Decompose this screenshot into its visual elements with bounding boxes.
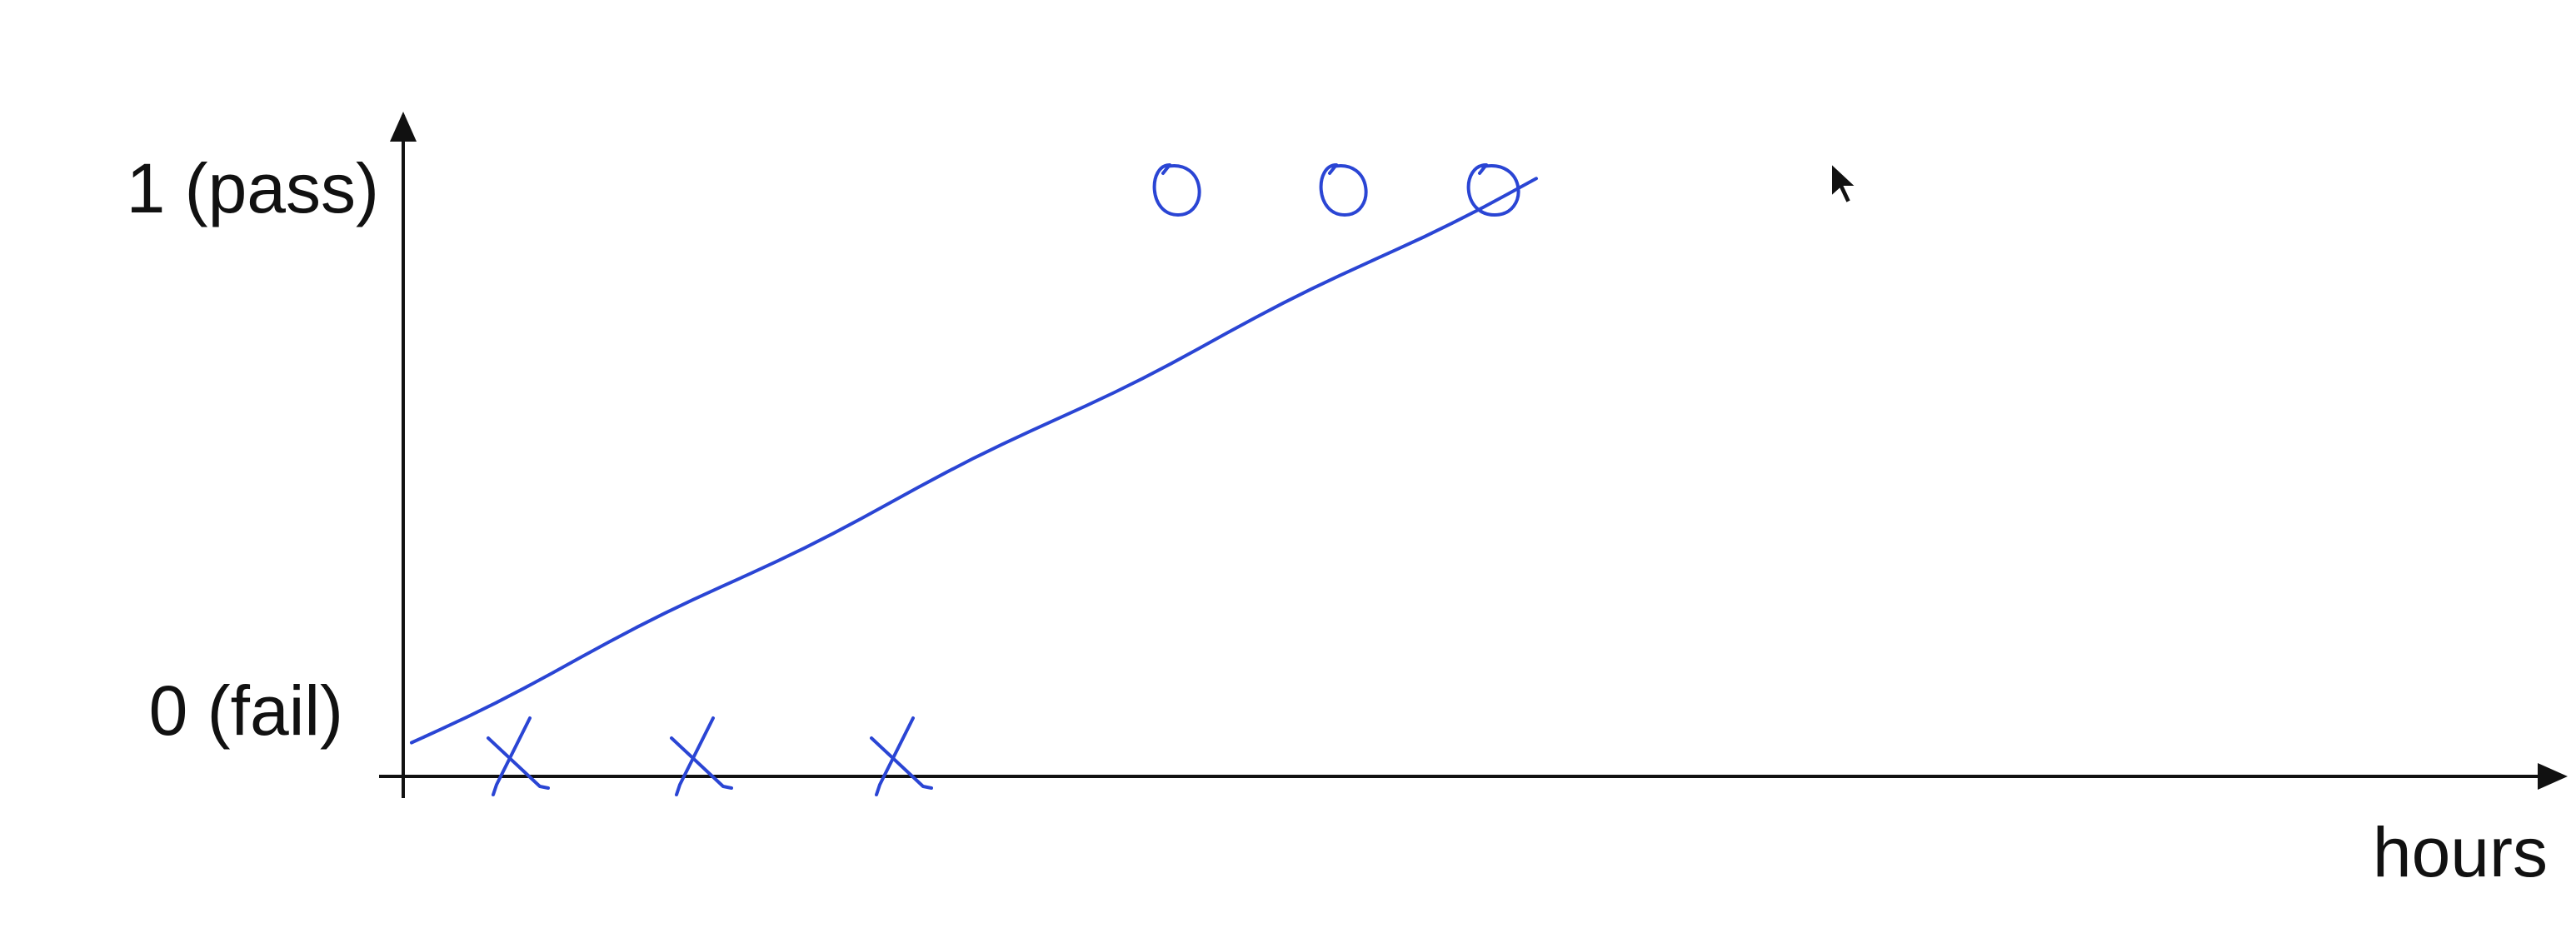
mouse-cursor-icon <box>1830 161 1859 205</box>
fit-line <box>410 177 1538 745</box>
data-marks <box>487 163 1520 796</box>
x-marker-fail-0 <box>487 716 550 796</box>
y-tick-label-pass: 1 (pass) <box>127 149 379 227</box>
o-marker-pass-0 <box>1152 163 1201 217</box>
x-axis-label: hours <box>2373 813 2548 891</box>
o-marker-pass-1 <box>1319 163 1368 217</box>
x-marker-fail-1 <box>670 716 733 796</box>
x-marker-fail-2 <box>870 716 933 796</box>
y-tick-label-fail: 0 (fail) <box>149 671 343 750</box>
o-marker-pass-2 <box>1466 163 1520 217</box>
